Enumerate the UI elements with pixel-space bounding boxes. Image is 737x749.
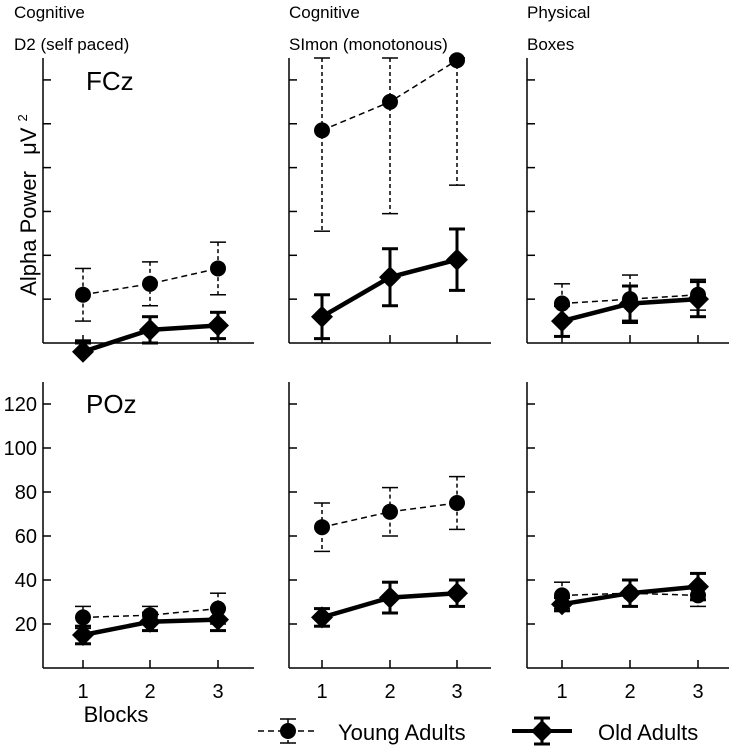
y-tick-label: 120: [4, 394, 37, 416]
point-young-r1c1-b1: [75, 286, 91, 303]
series-line-young-r2c1: [82, 607, 219, 619]
point-old-r2c3-b2: [619, 582, 641, 605]
col2-category: Cognitive: [289, 3, 360, 22]
panel-r2c1: 20 40 60 80 100 120 1 2 3: [4, 382, 254, 703]
point-old-r1c2-b1: [311, 305, 333, 328]
col2-task: SImon (monotonous): [289, 35, 448, 54]
y-axis-unit-superscript: 2: [15, 114, 30, 121]
point-young-r2c2-b3: [449, 495, 465, 511]
legend-old-label: Old Adults: [598, 720, 698, 745]
point-young-r2c1-b1: [75, 609, 91, 626]
x-tick-label: 2: [384, 681, 395, 703]
point-old-r2c3-b1: [551, 593, 573, 616]
point-young-r1c2-b2: [382, 93, 398, 110]
point-old-r1c1-b2: [139, 318, 161, 341]
y-axis-label: Alpha Power: [16, 171, 41, 296]
x-tick-label: 3: [451, 681, 462, 703]
svg-text:Alpha Power μV 2: Alpha Power μV 2: [15, 114, 41, 296]
x-tick-label: 2: [144, 681, 155, 703]
col3-category: Physical: [527, 3, 590, 22]
y-tick-label: 80: [15, 482, 37, 504]
series-line-young-r1c1: [82, 267, 219, 296]
series-line-young-r2c2: [321, 502, 458, 528]
x-tick-label: 2: [624, 681, 635, 703]
panels: 20 40 60 80 100 120 1 2 3 1 2 3 1 2 3: [4, 52, 729, 703]
point-old-r1c3-b1: [551, 310, 573, 333]
panel-r1c1: [42, 58, 254, 363]
y-axis-unit: μV: [16, 127, 41, 155]
point-young-r1c1-b2: [142, 275, 158, 292]
legend-young-label: Young Adults: [338, 720, 466, 745]
x-tick-label: 3: [212, 681, 223, 703]
point-old-r2c1-b2: [139, 610, 161, 633]
row-label-fcz: FCz: [86, 66, 134, 96]
x-tick-label: 1: [556, 681, 567, 703]
col3-task: Boxes: [527, 35, 574, 54]
point-old-r2c1-b1: [72, 624, 94, 646]
point-young-r1c3-b1: [554, 295, 570, 312]
point-old-r2c3-b3: [687, 575, 709, 598]
y-tick-label: 60: [15, 526, 37, 548]
y-tick-label: 40: [15, 570, 37, 592]
x-axis-title: Blocks: [84, 702, 149, 727]
x-tick-label: 3: [692, 681, 703, 703]
col1-category: Cognitive: [14, 3, 85, 22]
point-old-r2c2-b2: [379, 586, 401, 609]
row-label-poz: POz: [86, 389, 137, 419]
legend: Young Adults Old Adults: [258, 716, 698, 746]
point-young-r2c2-b2: [382, 503, 398, 520]
point-old-r1c2-b2: [379, 266, 401, 289]
col1-task: D2 (self paced): [14, 35, 129, 54]
point-old-r1c3-b2: [619, 292, 641, 315]
panel-r1c2: [288, 52, 491, 344]
point-young-r1c2-b1: [314, 122, 330, 139]
x-tick-label: 1: [77, 681, 88, 703]
panel-r2c2: 1 2 3: [288, 382, 491, 703]
y-tick-label: 100: [4, 438, 37, 460]
point-old-r2c2-b1: [311, 606, 333, 629]
series-line-young-r2c3: [561, 592, 699, 597]
point-young-r1c1-b3: [210, 260, 226, 277]
y-tick-label: 20: [15, 614, 37, 636]
point-old-r2c1-b3: [207, 608, 229, 631]
panel-r1c3: [526, 58, 729, 344]
point-old-r1c3-b3: [687, 288, 709, 311]
point-old-r2c2-b3: [446, 582, 468, 605]
point-old-r1c1-b1: [72, 340, 94, 363]
legend-old-marker: [512, 716, 572, 746]
panel-r2c3: 1 2 3: [526, 382, 729, 703]
series-line-young-r1c3: [561, 294, 699, 305]
point-old-r1c2-b3: [446, 248, 468, 271]
point-young-r1c2-b3: [449, 52, 465, 69]
legend-young-marker: [258, 718, 318, 744]
point-old-r1c1-b3: [207, 314, 229, 337]
y-axis-title: Alpha Power μV 2: [15, 114, 41, 296]
point-young-r2c2-b1: [314, 519, 330, 536]
x-tick-label: 1: [316, 681, 327, 703]
